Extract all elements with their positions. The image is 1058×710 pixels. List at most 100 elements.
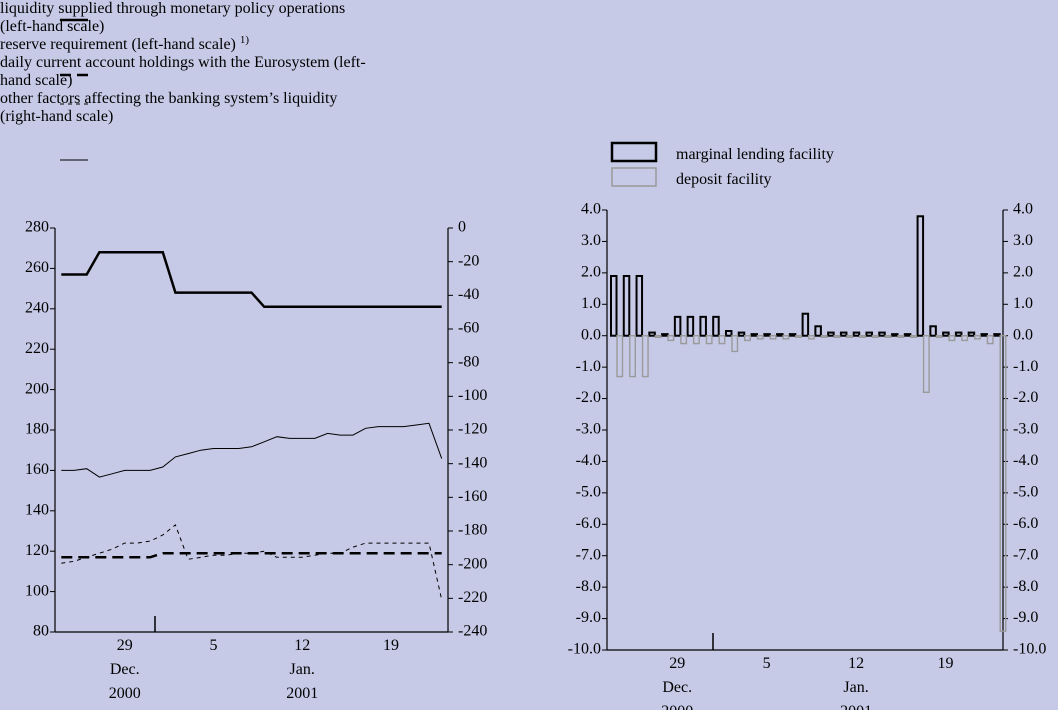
bar bbox=[846, 335, 854, 338]
y2-tick-label: -6.0 bbox=[1013, 515, 1038, 532]
x-tick-label: 19 bbox=[382, 637, 399, 654]
y2-tick-label: 2.0 bbox=[1013, 264, 1033, 281]
y2-tick-label: -4.0 bbox=[1013, 452, 1038, 469]
y2-tick-label: -9.0 bbox=[1013, 609, 1038, 626]
x-tick-label: 29 Dec. 2000 bbox=[661, 655, 693, 710]
x-tick-label: 19 bbox=[937, 655, 954, 672]
bar bbox=[865, 331, 873, 337]
bar bbox=[756, 335, 764, 340]
legend-entry: daily current account holdings with the … bbox=[0, 54, 370, 90]
y2-tick-label: -180 bbox=[458, 522, 487, 539]
bar bbox=[910, 335, 918, 338]
x-tick-label: 12 Jan. 2001 bbox=[286, 637, 319, 702]
bar bbox=[980, 333, 988, 337]
bar bbox=[641, 335, 649, 378]
y-tick-label: -2.0 bbox=[576, 389, 601, 406]
y2-tick-label: -10.0 bbox=[1013, 641, 1046, 658]
y-tick-label: 260 bbox=[25, 259, 49, 276]
bar bbox=[680, 335, 688, 345]
y2-tick-label: -7.0 bbox=[1013, 546, 1038, 563]
legend-symbol bbox=[611, 167, 657, 187]
y2-tick-label: 4.0 bbox=[1013, 201, 1033, 218]
bar bbox=[999, 335, 1007, 632]
y-tick-label: -6.0 bbox=[576, 515, 601, 532]
y2-tick-label: 0.0 bbox=[1013, 326, 1033, 343]
legend-entry: liquidity supplied through monetary poli… bbox=[0, 0, 370, 36]
y-tick-label: -8.0 bbox=[576, 578, 601, 595]
bar bbox=[712, 315, 720, 337]
y2-tick-label: -160 bbox=[458, 488, 487, 505]
bar bbox=[616, 335, 624, 378]
bar bbox=[648, 331, 656, 337]
y2-tick-label: -5.0 bbox=[1013, 484, 1038, 501]
y2-tick-label: 0 bbox=[458, 219, 466, 236]
legend-label: liquidity supplied through monetary poli… bbox=[0, 0, 346, 35]
bar bbox=[622, 275, 631, 337]
y-tick-label: 3.0 bbox=[581, 232, 601, 249]
y2-tick-label: -40 bbox=[458, 286, 479, 303]
legend-label: marginal lending facility bbox=[676, 146, 834, 163]
bar bbox=[705, 335, 713, 345]
bar bbox=[807, 335, 815, 340]
y2-tick-label: -80 bbox=[458, 353, 479, 370]
bar bbox=[922, 335, 930, 393]
bar bbox=[782, 335, 790, 340]
legend-entry: other factors affecting the banking syst… bbox=[0, 90, 370, 126]
bar bbox=[827, 331, 835, 337]
x-tick-label: 5 bbox=[762, 655, 771, 672]
y-tick-label: 100 bbox=[25, 582, 49, 599]
y-tick-label: -1.0 bbox=[576, 358, 601, 375]
legend-label: deposit facility bbox=[676, 171, 772, 188]
bar bbox=[795, 335, 803, 338]
series-line bbox=[61, 422, 443, 478]
bar bbox=[629, 335, 636, 378]
legend-label: reserve requirement (left-hand scale) bbox=[0, 36, 236, 53]
bar bbox=[814, 325, 822, 337]
x-tick-label: 5 bbox=[209, 637, 218, 654]
y-tick-label: -7.0 bbox=[576, 546, 601, 563]
y2-tick-label: -100 bbox=[458, 387, 487, 404]
bar bbox=[954, 331, 963, 337]
bar bbox=[718, 335, 726, 345]
bar bbox=[859, 335, 866, 338]
bar bbox=[878, 331, 886, 337]
bar bbox=[903, 333, 912, 337]
y-tick-label: 140 bbox=[25, 501, 49, 518]
bar bbox=[769, 335, 777, 340]
bar bbox=[820, 335, 828, 338]
legend-entry: reserve requirement (left-hand scale) 1) bbox=[0, 35, 370, 54]
bar bbox=[973, 335, 981, 340]
bar bbox=[948, 335, 956, 342]
y2-tick-label: -2.0 bbox=[1013, 389, 1038, 406]
y-tick-label: 220 bbox=[25, 340, 49, 357]
y2-tick-label: -20 bbox=[458, 252, 479, 269]
bar bbox=[967, 331, 976, 337]
y2-tick-label: -220 bbox=[458, 589, 487, 606]
bar bbox=[763, 333, 771, 337]
y2-tick-label: -240 bbox=[458, 623, 487, 640]
bar bbox=[891, 333, 899, 337]
bar bbox=[871, 335, 879, 338]
bar bbox=[667, 335, 675, 342]
legend-symbol bbox=[610, 141, 658, 163]
y2-tick-label: -1.0 bbox=[1013, 358, 1038, 375]
y2-tick-label: 3.0 bbox=[1013, 232, 1033, 249]
bar bbox=[961, 335, 969, 342]
bar bbox=[661, 333, 669, 337]
y-tick-label: -10.0 bbox=[568, 641, 601, 658]
y-tick-label: 80 bbox=[33, 623, 49, 640]
bar bbox=[839, 331, 848, 337]
bar bbox=[750, 333, 759, 337]
y2-tick-label: -140 bbox=[458, 454, 487, 471]
bar bbox=[935, 335, 943, 338]
legend-label: daily current account holdings with the … bbox=[0, 54, 366, 89]
series-line bbox=[61, 524, 443, 600]
y-tick-label: 4.0 bbox=[581, 201, 601, 218]
y2-tick-label: -3.0 bbox=[1013, 421, 1038, 438]
legend-label: other factors affecting the banking syst… bbox=[0, 90, 338, 125]
bar bbox=[692, 335, 700, 345]
y-tick-label: -3.0 bbox=[576, 421, 601, 438]
y-tick-label: -4.0 bbox=[576, 452, 601, 469]
y-tick-label: 160 bbox=[25, 461, 49, 478]
